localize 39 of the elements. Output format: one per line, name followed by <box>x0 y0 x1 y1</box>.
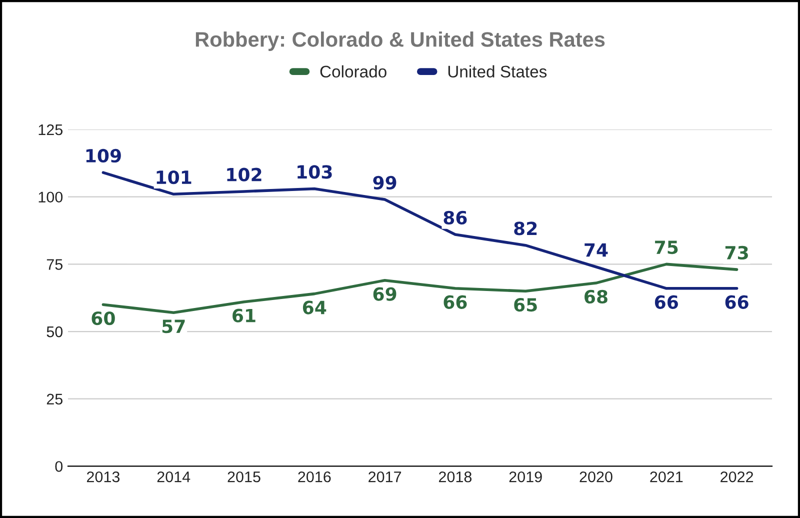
x-tick-label: 2019 <box>509 471 542 482</box>
x-tick-label: 2020 <box>580 471 612 482</box>
data-label: 68 <box>584 290 608 304</box>
data-label: 109 <box>86 148 121 163</box>
x-tick-label: 2016 <box>298 471 331 482</box>
y-tick-label: 50 <box>46 326 63 338</box>
data-label: 103 <box>298 165 332 179</box>
legend-label: Colorado <box>320 65 386 78</box>
data-label: 69 <box>373 287 396 301</box>
x-tick-label: 2013 <box>86 471 120 482</box>
x-tick-label: 2018 <box>438 471 472 482</box>
data-label: 86 <box>444 210 467 225</box>
data-label: 66 <box>654 295 678 309</box>
data-label: 64 <box>302 300 326 314</box>
data-label: 73 <box>725 246 748 260</box>
data-label: 66 <box>725 295 748 309</box>
data-label: 66 <box>444 295 467 309</box>
data-label: 57 <box>162 320 185 334</box>
x-tick-label: 2014 <box>157 471 190 482</box>
y-tick-label: 100 <box>38 192 63 203</box>
data-label: 101 <box>156 170 192 184</box>
data-label: 61 <box>232 308 256 322</box>
data-label: 102 <box>227 168 262 182</box>
data-label: 82 <box>514 222 537 236</box>
legend-label: United States <box>448 65 547 78</box>
chart-title: Robbery: Colorado & United States Rates <box>196 32 605 51</box>
y-tick-label: 75 <box>46 259 62 270</box>
x-tick-label: 2015 <box>228 471 260 482</box>
y-tick-label: 125 <box>38 124 62 136</box>
data-label: 65 <box>514 298 537 312</box>
y-tick-label: 25 <box>46 394 62 405</box>
data-label: 99 <box>373 176 396 190</box>
data-label: 60 <box>92 311 115 326</box>
data-label: 74 <box>584 243 608 257</box>
x-tick-label: 2021 <box>650 471 683 482</box>
y-tick-label: 0 <box>55 461 63 472</box>
data-label: 75 <box>655 240 678 254</box>
x-tick-label: 2017 <box>368 471 402 482</box>
x-tick-label: 2022 <box>720 471 754 482</box>
